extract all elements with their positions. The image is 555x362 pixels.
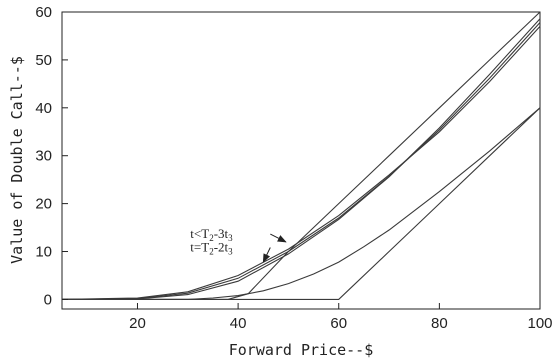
x-tick-label-4: 80 — [431, 315, 448, 332]
series-line-3 — [61, 18, 541, 300]
series-line-4 — [62, 107, 541, 300]
series-line-2 — [61, 22, 541, 300]
y-tick-label-5: 40 — [35, 100, 52, 117]
y-axis-title: Value of Double Call--$ — [8, 56, 26, 264]
annotation-arrow-2 — [262, 247, 271, 263]
x-tick-label-1: 20 — [129, 315, 146, 332]
y-tick-label-1: 0 — [44, 291, 52, 308]
ticks-group: 20 40 60 80 100 0 10 20 30 40 50 60 — [35, 4, 552, 332]
x-tick-label-3: 60 — [330, 315, 347, 332]
y-tick-label-3: 20 — [35, 196, 52, 213]
series-line-5 — [62, 11, 541, 300]
annotation-arrow-1 — [270, 233, 287, 243]
y-tick-label-4: 30 — [35, 148, 52, 165]
y-tick-label-2: 10 — [35, 244, 52, 261]
series-group — [61, 11, 541, 300]
x-tick-label-2: 40 — [230, 315, 247, 332]
series-line-1 — [61, 26, 541, 300]
x-axis-title: Forward Price--$ — [229, 341, 374, 359]
y-tick-label-7: 60 — [35, 4, 52, 21]
x-tick-label-5: 100 — [527, 315, 552, 332]
plot-frame — [61, 11, 541, 310]
annotation-label-1: t<T2-3t3 — [190, 226, 233, 243]
y-tick-label-6: 50 — [35, 52, 52, 69]
series-line-6 — [62, 107, 541, 300]
annotation-label-2: t=T2-2t3 — [190, 240, 233, 257]
